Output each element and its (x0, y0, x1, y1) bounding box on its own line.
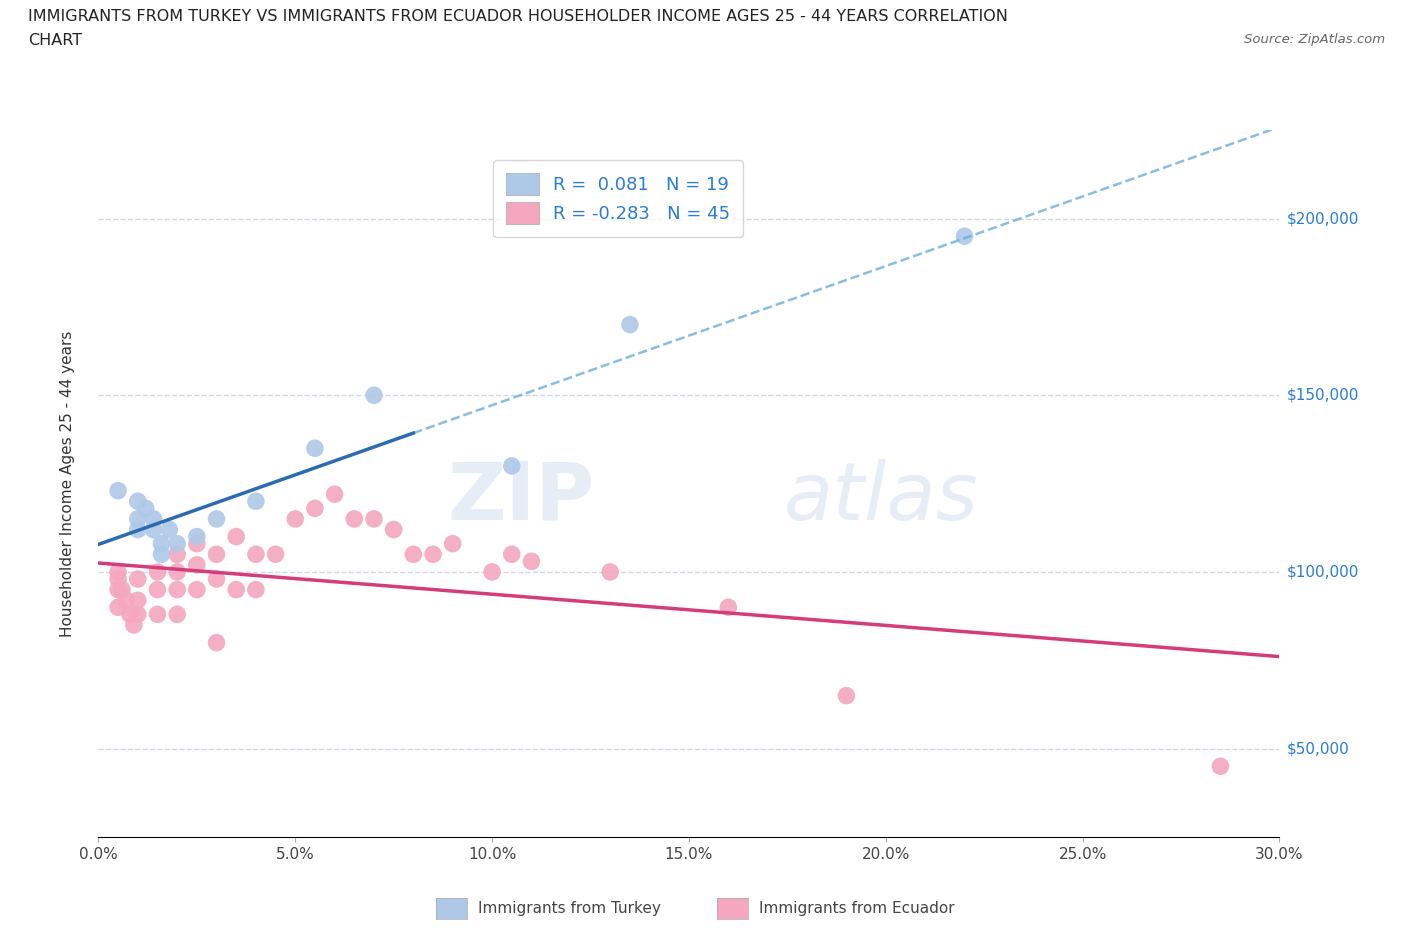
Point (382, 522, 405, 537)
Point (107, 572, 129, 587)
Point (205, 635, 228, 650)
Point (284, 512, 307, 526)
Point (127, 592, 149, 607)
Point (481, 565, 503, 579)
Point (127, 522, 149, 537)
Point (166, 582, 188, 597)
Point (107, 565, 129, 579)
Point (205, 572, 228, 587)
Point (441, 537, 464, 551)
Point (304, 501, 326, 516)
Point (225, 582, 247, 597)
Point (953, 229, 976, 244)
Point (186, 557, 208, 572)
Text: $100,000: $100,000 (1286, 565, 1358, 579)
Point (264, 547, 287, 562)
Point (142, 512, 165, 526)
Text: $50,000: $50,000 (1286, 741, 1350, 756)
Text: Source: ZipAtlas.com: Source: ZipAtlas.com (1244, 33, 1385, 46)
Point (717, 600, 740, 615)
Point (599, 565, 621, 579)
Point (835, 688, 858, 703)
Point (205, 547, 228, 562)
Text: CHART: CHART (28, 33, 82, 47)
Point (127, 607, 149, 622)
Point (422, 547, 444, 562)
Point (245, 547, 267, 562)
Point (150, 547, 173, 562)
Text: $150,000: $150,000 (1286, 388, 1358, 403)
Text: Immigrants from Turkey: Immigrants from Turkey (478, 901, 661, 916)
Point (127, 572, 149, 587)
Point (323, 486, 346, 501)
Point (186, 537, 208, 551)
Point (115, 592, 138, 607)
Point (304, 441, 326, 456)
Point (146, 607, 169, 622)
Y-axis label: Householder Income Ages 25 - 44 years: Householder Income Ages 25 - 44 years (60, 330, 75, 637)
Point (225, 529, 247, 544)
Point (245, 494, 267, 509)
Point (520, 554, 543, 569)
Point (402, 547, 425, 562)
Point (363, 388, 385, 403)
Point (118, 607, 141, 622)
Point (186, 529, 208, 544)
Text: Immigrants from Ecuador: Immigrants from Ecuador (759, 901, 955, 916)
Point (107, 600, 129, 615)
Point (1209, 759, 1232, 774)
Point (501, 547, 523, 562)
Point (363, 512, 385, 526)
Point (166, 547, 188, 562)
Point (501, 458, 523, 473)
Point (619, 317, 641, 332)
Point (157, 522, 180, 537)
Point (107, 484, 129, 498)
Point (166, 537, 188, 551)
Point (135, 501, 157, 516)
Text: IMMIGRANTS FROM TURKEY VS IMMIGRANTS FROM ECUADOR HOUSEHOLDER INCOME AGES 25 - 4: IMMIGRANTS FROM TURKEY VS IMMIGRANTS FRO… (28, 9, 1008, 24)
Point (122, 618, 145, 632)
Point (142, 522, 165, 537)
Text: ZIP: ZIP (447, 458, 595, 537)
Point (186, 582, 208, 597)
Point (166, 565, 188, 579)
Point (127, 494, 149, 509)
Legend: R =  0.081   N = 19, R = -0.283   N = 45: R = 0.081 N = 19, R = -0.283 N = 45 (494, 161, 742, 237)
Point (146, 582, 169, 597)
Point (343, 512, 366, 526)
Point (166, 607, 188, 622)
Point (245, 582, 267, 597)
Point (205, 512, 228, 526)
Point (111, 582, 134, 597)
Point (146, 565, 169, 579)
Point (127, 512, 149, 526)
Text: atlas: atlas (783, 458, 979, 537)
Point (150, 537, 173, 551)
Text: $200,000: $200,000 (1286, 211, 1358, 226)
Point (107, 582, 129, 597)
